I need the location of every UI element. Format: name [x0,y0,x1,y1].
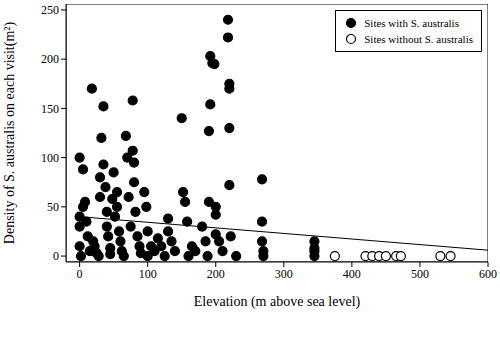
svg-text:150: 150 [41,102,59,116]
svg-text:100: 100 [139,267,157,281]
svg-text:400: 400 [343,267,361,281]
svg-text:100: 100 [41,151,59,165]
svg-text:300: 300 [275,267,293,281]
svg-text:200: 200 [207,267,225,281]
svg-text:500: 500 [411,267,429,281]
html-text:Sites without S. australis: Sites without S. australis [364,33,473,45]
svg-text:250: 250 [41,3,59,17]
svg-text:0: 0 [77,267,83,281]
svg-text:Elevation (m above sea level): Elevation (m above sea level) [194,294,361,310]
svg-text:600: 600 [479,267,492,281]
svg-text:0: 0 [53,249,59,263]
svg-text:200: 200 [41,52,59,66]
html-text:Sites with S. australis: Sites with S. australis [364,17,459,29]
svg-text:50: 50 [47,200,59,214]
svg-text:Density of S. australis on eac: Density of S. australis on each visit(m²… [8,22,18,245]
